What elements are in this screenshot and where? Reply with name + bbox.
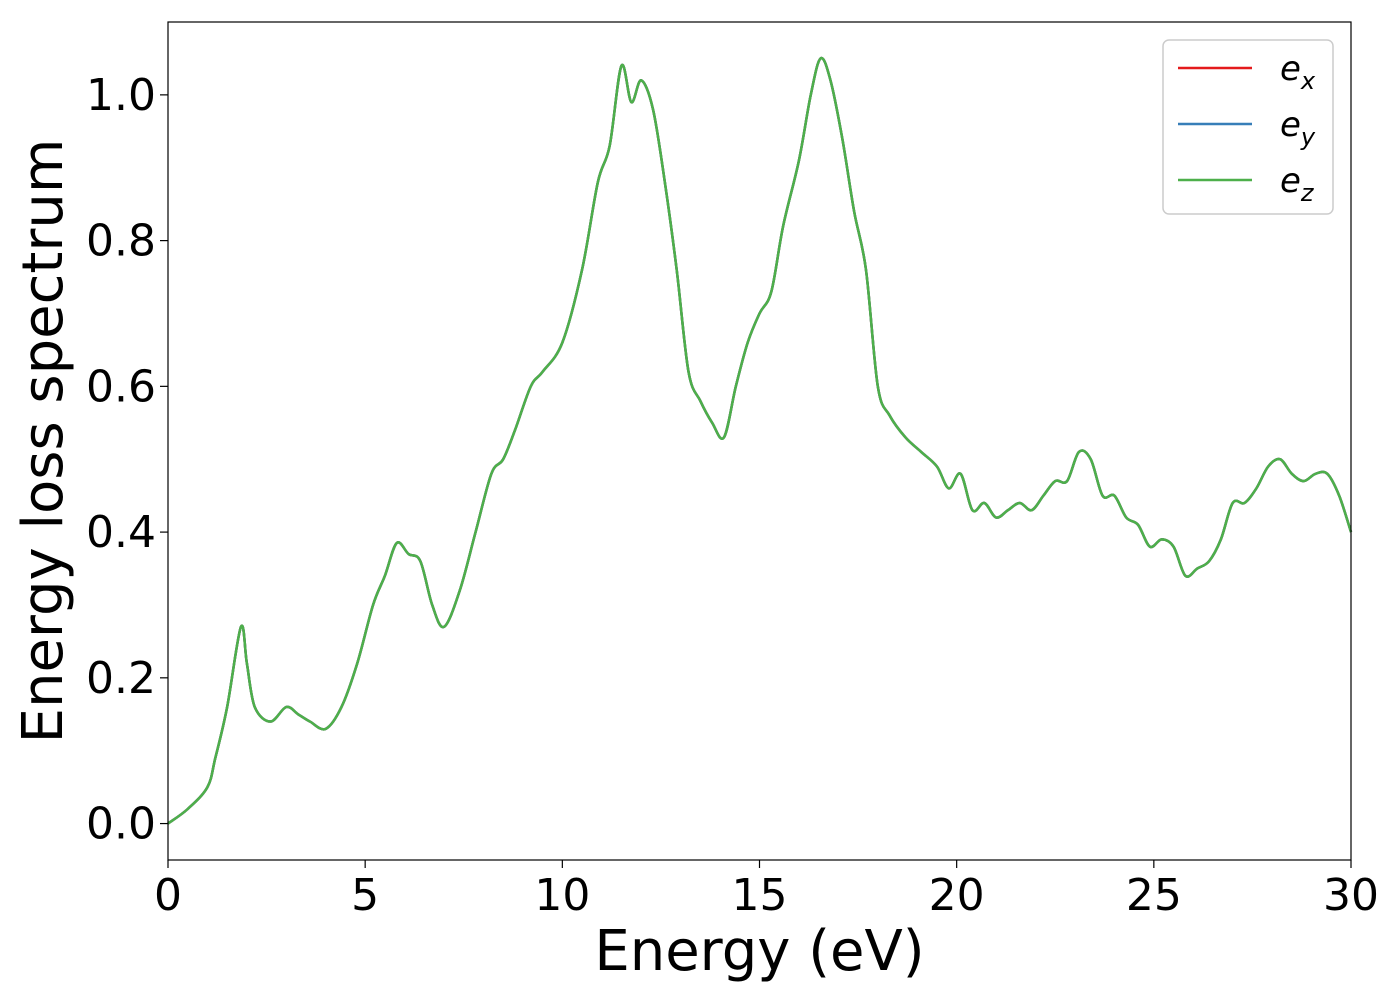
x-tick-label: 30 [1323,870,1379,921]
legend-frame [1162,39,1334,215]
y-axis: 0.0 0.2 0.4 0.6 0.8 1.0 [86,70,168,850]
y-tick-label: 0.4 [86,507,156,558]
y-axis-title: Energy loss spectrum [11,139,76,744]
x-axis-title: Energy (eV) [594,919,924,984]
x-tick-label: 25 [1126,870,1182,921]
y-tick-label: 0.0 [86,799,156,850]
plot-background [168,22,1351,860]
x-tick-label: 15 [732,870,788,921]
legend: ex ey ez [1162,39,1334,215]
x-tick-label: 20 [929,870,985,921]
x-axis: 0 5 10 15 20 25 30 [154,860,1379,921]
legend-label-x: ex [1280,49,1316,95]
x-tick-label: 5 [351,870,379,921]
y-tick-label: 0.8 [86,216,156,267]
y-tick-label: 0.2 [86,653,156,704]
y-tick-label: 1.0 [86,70,156,121]
x-tick-label: 0 [154,870,182,921]
x-tick-label: 10 [534,870,590,921]
legend-label-y: ey [1280,105,1316,151]
series-layer [167,56,1353,825]
series-line-z [167,56,1353,825]
legend-label-z: ez [1280,161,1315,207]
y-tick-label: 0.6 [86,361,156,412]
